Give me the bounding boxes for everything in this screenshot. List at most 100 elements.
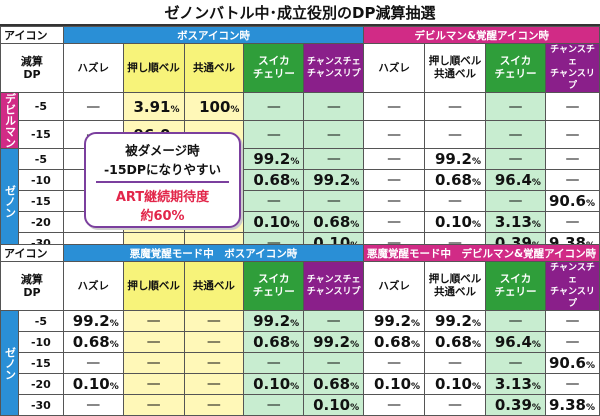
left-group-header: ボスアイコン時 (62, 26, 365, 44)
dp-value: 0.10 (313, 396, 351, 414)
percent-unit: % (290, 157, 300, 167)
percent-unit: % (109, 340, 119, 350)
value-cell: 99.2% (303, 169, 365, 191)
row-dp-label: -30 (17, 394, 64, 416)
value-cell: — (62, 92, 124, 121)
value-cell: 99.2% (62, 310, 124, 332)
col-header-hazure: ハズレ (363, 43, 426, 93)
value-cell: — (122, 352, 185, 374)
value-cell: — (363, 148, 426, 170)
percent-unit: % (290, 340, 300, 350)
value-cell: — (424, 120, 486, 149)
value-cell: — (424, 394, 486, 416)
value-cell: — (544, 120, 600, 149)
dp-value: 90.6 (548, 354, 586, 372)
percent-unit: % (109, 382, 119, 392)
col-header-suika: スイカ チェリー (484, 43, 546, 93)
dp-table-normal: アイコン ボスアイコン時 デビルマン&覚醒アイコン時 減算 DP ハズレ 押し順ベル 共通ベ… (0, 26, 600, 254)
value-cell: 96.4% (484, 331, 546, 353)
value-cell: 0.68% (243, 331, 305, 353)
value-cell: — (544, 373, 600, 395)
dp-value: 3.13 (494, 375, 532, 393)
callout-note: 被ダメージ時 -15DPになりやすい ART継続期待度 約60% (84, 132, 241, 228)
value-cell: 0.68% (303, 211, 365, 233)
value-cell: — (62, 352, 124, 374)
col-header-suika: スイカ チェリー (243, 43, 305, 93)
dp-value: 0.68 (72, 333, 110, 351)
percent-unit: % (290, 382, 300, 392)
percent-unit: % (531, 220, 541, 230)
value-cell: — (303, 148, 365, 170)
value-cell: 0.10% (424, 211, 486, 233)
page-title: ゼノンバトル中･成立役別のDP減算抽選 (0, 0, 600, 26)
row-dp-label: -15 (17, 120, 64, 149)
value-cell: — (122, 394, 185, 416)
dp-value: 0.68 (253, 171, 291, 189)
value-cell: — (243, 92, 305, 121)
percent-unit: % (350, 220, 360, 230)
dp-value: 90.6 (548, 192, 586, 210)
table-row: デビルマン -5—3.91% 100% — — — — — — (0, 92, 600, 149)
band-zenon: ゼノン (0, 148, 19, 254)
value-cell: — (484, 310, 546, 332)
row-dp-label: -10 (17, 331, 64, 353)
dp-value: 0.39 (494, 396, 532, 414)
percent-unit: % (531, 340, 541, 350)
percent-unit: % (170, 104, 180, 115)
dp-value: 0.68 (253, 333, 291, 351)
value-cell: — (424, 352, 486, 374)
value-cell: 0.10% (62, 373, 124, 395)
dp-label: 減算 DP (0, 261, 64, 311)
col-header-kyotsu: 共通ベル (183, 43, 245, 93)
dp-value: 0.10 (374, 375, 412, 393)
row-dp-label: -15 (17, 352, 64, 374)
dp-value: 0.68 (313, 213, 351, 231)
callout-divider (96, 181, 229, 183)
value-cell: — (62, 394, 124, 416)
dp-value: 0.10 (434, 213, 472, 231)
value-cell: 99.2% (243, 310, 305, 332)
value-cell: 0.10% (303, 394, 365, 416)
value-cell: — (363, 190, 426, 212)
callout-line3: ART継続期待度 (115, 190, 210, 205)
value-cell: 0.10% (243, 211, 305, 233)
percent-unit: % (411, 382, 421, 392)
dp-value: 99.2 (313, 333, 351, 351)
value-cell: 99.2% (243, 148, 305, 170)
value-cell: — (303, 310, 365, 332)
value-cell: — (303, 190, 365, 212)
value-cell: — (484, 92, 546, 121)
percent-unit: % (471, 220, 481, 230)
dp-value: 3.91 (133, 97, 171, 116)
percent-unit: % (290, 178, 300, 188)
percent-unit: % (531, 382, 541, 392)
row-dp-label: -20 (17, 211, 64, 233)
value-cell: 99.2% (303, 331, 365, 353)
callout-line1: 被ダメージ時 (125, 143, 200, 158)
value-cell: — (544, 148, 600, 170)
table-row: -10 0.68% — —0.68% 99.2% 0.68% 0.68% 96.4% — (1, 331, 600, 353)
value-cell: — (303, 92, 365, 121)
row-dp-label: -5 (17, 148, 64, 170)
dp-value: 99.2 (253, 150, 291, 168)
percent-unit: % (585, 361, 595, 371)
col-header-oshijun-kyotsu: 押し順ベル 共通ベル (424, 261, 486, 311)
value-cell: 96.4% (484, 169, 546, 191)
percent-unit: % (531, 178, 541, 188)
value-cell: — (484, 190, 546, 212)
value-cell: 0.68% (243, 169, 305, 191)
percent-unit: % (471, 178, 481, 188)
percent-unit: % (471, 157, 481, 167)
right-group-header: デビルマン&覚醒アイコン時 (363, 26, 600, 44)
dp-value: 0.10 (72, 375, 110, 393)
value-cell: 0.68% (303, 373, 365, 395)
value-cell: — (243, 190, 305, 212)
col-header-oshijun: 押し順ベル (122, 261, 185, 311)
value-cell: 0.10% (243, 373, 305, 395)
col-header-kyotsu: 共通ベル (183, 261, 245, 311)
dp-value: 99.2 (253, 312, 291, 330)
percent-unit: % (471, 319, 481, 329)
value-cell: — (363, 394, 426, 416)
col-header-hazure: ハズレ (62, 43, 124, 93)
dp-value: 0.10 (434, 375, 472, 393)
